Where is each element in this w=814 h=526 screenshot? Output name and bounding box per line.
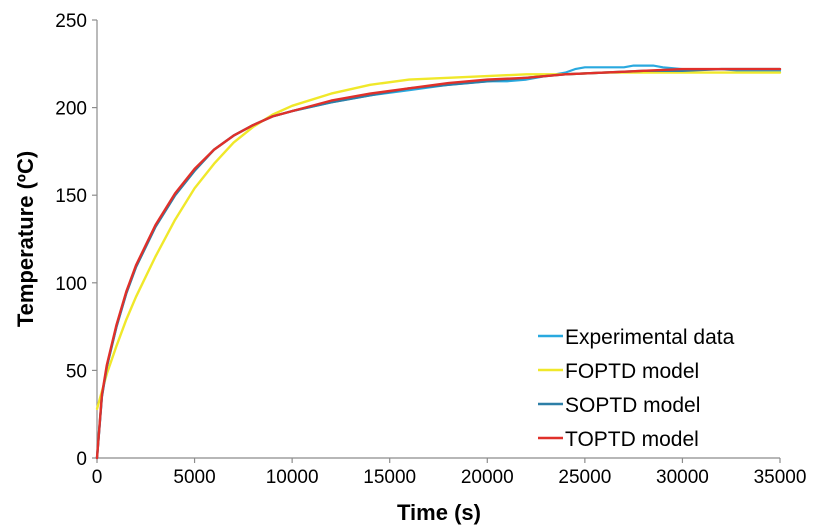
legend-label: SOPTD model <box>565 394 700 417</box>
y-tick-label: 50 <box>66 361 87 382</box>
legend-label: FOPTD model <box>565 360 699 383</box>
plot-area <box>96 20 780 459</box>
x-tick-label: 10000 <box>266 467 319 488</box>
x-tick-label: 25000 <box>558 467 611 488</box>
x-tick-label: 5000 <box>173 467 215 488</box>
series-line-foptd-model <box>95 71 782 411</box>
x-tick-label: 35000 <box>754 467 807 488</box>
x-tick-label: 30000 <box>656 467 709 488</box>
x-tick-label: 15000 <box>363 467 416 488</box>
x-tick-label: 0 <box>92 467 103 488</box>
legend-label: TOPTD model <box>565 428 699 451</box>
axis-ticks: 0 5000 10000 15000 20000 25000 30000 35000 0 50 10… <box>55 11 806 488</box>
y-tick-label: 0 <box>76 449 87 470</box>
y-tick-label: 200 <box>55 99 87 120</box>
legend-label: Experimental data <box>565 326 735 349</box>
series-line-toptd-model <box>95 67 782 460</box>
y-axis-title: Temperature (ºC) <box>13 151 38 327</box>
y-tick-label: 250 <box>55 11 87 32</box>
series-lines <box>95 64 782 460</box>
x-axis-title: Time (s) <box>397 500 481 525</box>
legend: Experimental data FOPTD model SOPTD model T… <box>538 326 735 451</box>
y-tick-label: 100 <box>55 274 87 295</box>
x-tick-label: 20000 <box>461 467 514 488</box>
y-tick-label: 150 <box>55 186 87 207</box>
